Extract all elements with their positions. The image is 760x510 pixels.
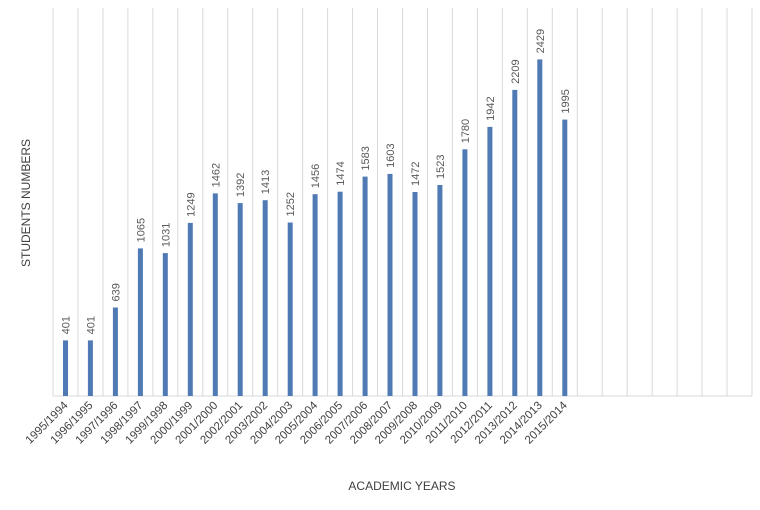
bar-2004/2003 xyxy=(287,222,293,396)
data-label-2015/2014: 1995 xyxy=(560,89,572,113)
x-axis-title: ACADEMIC YEARS xyxy=(348,479,455,493)
bar-1996/1995 xyxy=(87,340,93,396)
bar-2012/2011 xyxy=(487,126,493,397)
bar-2011/2010 xyxy=(462,149,468,396)
bar-2002/2001 xyxy=(237,203,243,396)
y-axis-title: STUDENTS NUMBERS xyxy=(19,139,33,267)
bar-2006/2005 xyxy=(337,191,343,396)
data-label-2004/2003: 1252 xyxy=(285,192,297,216)
x-tick-labels: 1995/19941996/19951997/19961998/19971999… xyxy=(24,399,571,446)
data-label-2000/1999: 1249 xyxy=(185,192,197,216)
data-label-2007/2006: 1583 xyxy=(360,146,372,170)
bar-2003/2002 xyxy=(262,200,268,396)
bar-1999/1998 xyxy=(162,253,168,396)
data-label-2006/2005: 1474 xyxy=(335,161,347,185)
bar-2007/2006 xyxy=(362,176,368,396)
data-label-2001/2000: 1462 xyxy=(210,163,222,187)
bar-1995/1994 xyxy=(63,340,68,396)
gridlines xyxy=(52,8,753,396)
bar-2005/2004 xyxy=(312,194,318,396)
data-label-2008/2007: 1603 xyxy=(385,143,397,167)
data-label-2012/2011: 1942 xyxy=(485,96,497,120)
data-labels: 401 401 639 1065 1031 1249 1462 1392 1413 1252 145… xyxy=(61,29,572,334)
data-label-2002/2001: 1392 xyxy=(235,173,247,197)
bar-2013/2012 xyxy=(512,89,518,397)
bar-2008/2007 xyxy=(387,173,393,396)
data-label-1996/1995: 401 xyxy=(85,316,97,334)
data-label-2009/2008: 1472 xyxy=(410,162,422,186)
data-label-1997/1996: 639 xyxy=(110,283,122,301)
bars xyxy=(63,59,568,397)
data-label-1999/1998: 1031 xyxy=(160,223,172,247)
data-label-1995/1994: 401 xyxy=(61,316,73,334)
bar-2001/2000 xyxy=(212,193,218,396)
data-label-2010/2009: 1523 xyxy=(435,155,447,179)
data-label-2011/2010: 1780 xyxy=(460,119,472,143)
bar-1998/1997 xyxy=(137,248,143,396)
data-label-2005/2004: 1456 xyxy=(310,164,322,188)
data-label-2013/2012: 2209 xyxy=(510,59,522,83)
data-label-1998/1997: 1065 xyxy=(135,218,147,242)
data-label-2014/2013: 2429 xyxy=(535,29,547,53)
bar-2009/2008 xyxy=(412,192,418,396)
data-label-2003/2002: 1413 xyxy=(260,170,272,194)
bar-2000/1999 xyxy=(187,222,193,396)
bar-2010/2009 xyxy=(437,185,443,396)
bar-2014/2013 xyxy=(537,59,543,397)
bar-1997/1996 xyxy=(112,307,118,396)
bar-2015/2014 xyxy=(562,119,568,396)
